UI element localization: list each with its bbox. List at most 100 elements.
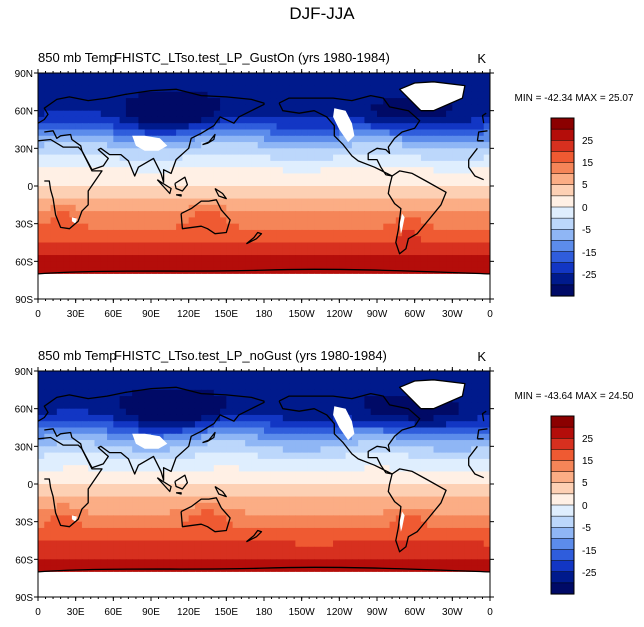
colorbar-label: 25 xyxy=(582,434,594,445)
colorbar-segment xyxy=(550,471,575,484)
coastline xyxy=(38,138,484,230)
colorbar-segment xyxy=(550,128,575,141)
colorbar-segment xyxy=(550,262,575,275)
colorbar-label: -15 xyxy=(582,248,597,259)
colorbar-segment xyxy=(550,173,575,186)
colorbar: 25 15 5 0 -5 -15 -25 xyxy=(550,415,597,595)
coastline xyxy=(202,133,216,146)
x-tick-label: 120E xyxy=(177,309,201,320)
coastline xyxy=(481,410,487,422)
min-max-label: MIN = -42.34 MAX = 25.07 xyxy=(515,93,634,104)
colorbar-segment xyxy=(550,527,575,539)
x-tick-label: 60E xyxy=(104,309,122,320)
coastline xyxy=(398,379,466,410)
colorbar-label: 0 xyxy=(582,501,588,512)
missing-data-mask xyxy=(333,108,355,143)
x-tick-label: 120E xyxy=(177,607,201,618)
y-tick-label: 30S xyxy=(15,220,33,231)
units-label: K xyxy=(477,349,486,364)
colorbar-segment xyxy=(550,571,575,584)
coastline xyxy=(156,179,172,195)
x-tick-label: 0 xyxy=(487,309,493,320)
coastline xyxy=(38,436,484,528)
y-tick-label: 60N xyxy=(15,405,33,416)
colorbar-segment xyxy=(550,549,575,562)
temperature-field xyxy=(38,371,490,597)
x-tick-label: 0 xyxy=(35,607,41,618)
coastline xyxy=(202,431,216,444)
colorbar-label: -25 xyxy=(582,568,597,579)
coastline xyxy=(481,112,487,124)
missing-data-mask xyxy=(71,217,77,224)
colorbar-frame xyxy=(550,415,575,595)
coastline xyxy=(278,392,421,475)
colorbar-segment xyxy=(550,117,575,130)
left-title: 850 mb Temp xyxy=(38,50,117,65)
coastline xyxy=(174,474,189,490)
colorbar-segment xyxy=(550,151,575,164)
colorbar-segment xyxy=(550,504,575,517)
colorbar-label: -15 xyxy=(582,546,597,557)
coastline xyxy=(174,176,189,192)
antarctic-coastline xyxy=(38,566,490,573)
colorbar-segment xyxy=(550,251,575,264)
coastline xyxy=(245,529,263,543)
colorbar-label: -5 xyxy=(582,225,591,236)
temperature-field xyxy=(38,73,490,299)
x-tick-label: 60W xyxy=(404,607,425,618)
x-tick-label: 60E xyxy=(104,607,122,618)
colorbar-segment xyxy=(550,482,575,495)
axis-ticks: 0 30E 60E 90E 120E 150E 180 150W 120W 90W 60W 30W 09… xyxy=(15,367,494,618)
center-title: FHISTC_LTso.test_LP_noGust (yrs 1980-198… xyxy=(114,348,387,363)
colorbar-label: 5 xyxy=(582,180,588,191)
x-tick-label: 150W xyxy=(289,607,316,618)
coastline xyxy=(180,497,231,533)
missing-data-mask xyxy=(132,433,168,449)
colorbar-segment xyxy=(550,195,575,208)
coastline xyxy=(387,170,447,255)
x-tick-label: 150E xyxy=(215,309,239,320)
colorbar-segment xyxy=(550,460,575,473)
colorbar-segment xyxy=(550,582,575,595)
colorbar-segment xyxy=(550,449,575,462)
coastline xyxy=(175,194,182,197)
x-tick-label: 90W xyxy=(367,309,388,320)
min-max-label: MIN = -43.64 MAX = 24.50 xyxy=(515,391,634,402)
antarctic-coastline xyxy=(38,268,490,275)
center-title: FHISTC_LTso.test_LP_GustOn (yrs 1980-198… xyxy=(114,50,390,65)
colorbar-label: 0 xyxy=(582,203,588,214)
coastline xyxy=(245,231,263,245)
colorbar-segment xyxy=(550,140,575,152)
colorbar-segment xyxy=(550,426,575,439)
y-tick-label: 60S xyxy=(15,555,33,566)
colorbar-segment xyxy=(550,184,575,197)
x-tick-label: 0 xyxy=(487,607,493,618)
colorbar: 25 15 5 0 -5 -15 -25 xyxy=(550,117,597,297)
units-label: K xyxy=(477,51,486,66)
missing-data-mask xyxy=(333,406,355,441)
colorbar-segment xyxy=(550,415,575,428)
y-tick-label: 60S xyxy=(15,257,33,268)
colorbar-segment xyxy=(550,560,575,573)
colorbar-segment xyxy=(550,240,575,253)
coastline xyxy=(214,187,227,200)
colorbar-label: -5 xyxy=(582,523,591,534)
axis-ticks: 0 30E 60E 90E 120E 150E 180 150W 120W 90W 60W 30W 09… xyxy=(15,69,494,320)
colorbar-label: -25 xyxy=(582,270,597,281)
x-tick-label: 180 xyxy=(256,607,273,618)
y-tick-label: 0 xyxy=(27,182,33,193)
x-tick-label: 30W xyxy=(442,607,463,618)
x-tick-label: 180 xyxy=(256,309,273,320)
y-tick-label: 90S xyxy=(15,295,33,306)
x-tick-label: 90E xyxy=(142,607,160,618)
y-tick-label: 30N xyxy=(15,144,33,155)
x-tick-label: 120W xyxy=(326,607,353,618)
colorbar-label: 15 xyxy=(582,158,594,169)
figure-title: DJF-JJA xyxy=(289,4,355,23)
x-tick-label: 90W xyxy=(367,607,388,618)
x-tick-label: 30W xyxy=(442,309,463,320)
missing-data-mask xyxy=(132,135,168,151)
coastline xyxy=(175,492,182,495)
colorbar-segment xyxy=(550,438,575,450)
